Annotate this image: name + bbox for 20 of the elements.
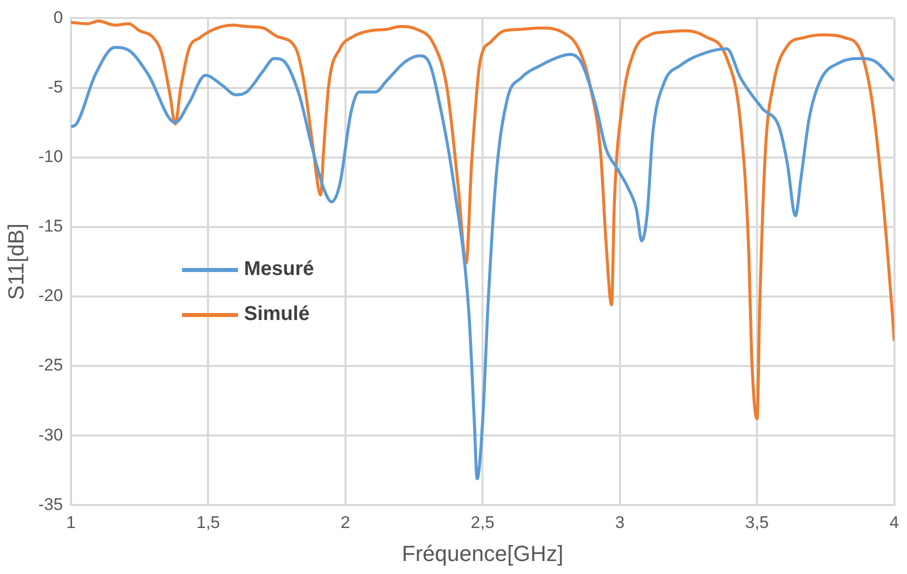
line-series <box>70 46 894 480</box>
y-tick-label: -30 <box>38 425 63 444</box>
y-tick-label: 0 <box>54 8 63 27</box>
x-tick-label: 4 <box>890 513 900 532</box>
y-tick-label: -15 <box>38 216 63 236</box>
x-axis-title: Fréquence[GHz] <box>402 540 564 566</box>
x-tick-label: 2 <box>340 513 350 532</box>
y-tick-label: -25 <box>38 356 63 375</box>
x-tick-label: 3,5 <box>745 513 769 532</box>
y-tick-label: -10 <box>38 147 63 166</box>
x-tick-label: 3 <box>615 513 625 532</box>
legend-label: Mesuré <box>244 258 314 281</box>
x-tick-label: 2,5 <box>470 513 494 532</box>
y-tick-label: -20 <box>38 286 63 306</box>
x-tick-label: 1 <box>66 513 76 532</box>
y-axis-title: S11[dB] <box>3 223 28 300</box>
legend-label: Simulé <box>244 303 310 326</box>
y-tick-label: -35 <box>38 494 63 514</box>
y-tick-label: -5 <box>48 77 63 96</box>
x-tick-label: 1,5 <box>196 513 220 532</box>
